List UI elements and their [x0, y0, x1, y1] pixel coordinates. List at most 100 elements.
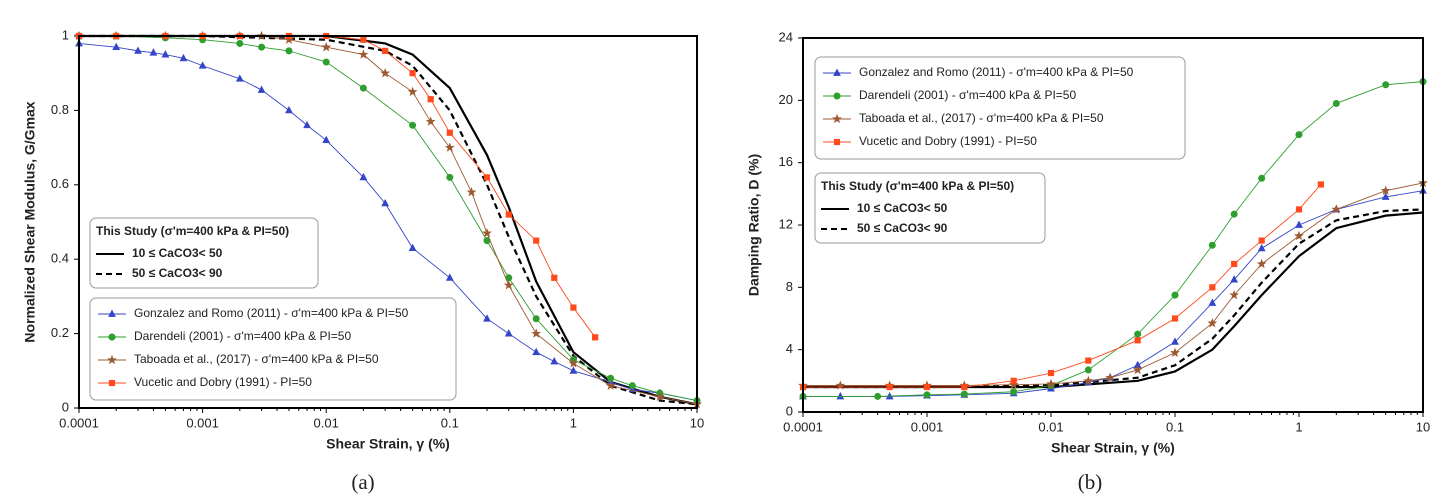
y-tick-label: 0.6 — [51, 176, 69, 191]
x-tick-label: 0.001 — [186, 415, 219, 430]
marker — [483, 314, 491, 322]
marker — [833, 92, 841, 100]
marker — [654, 391, 665, 402]
y-tick-label: 8 — [786, 279, 793, 294]
legend-title: This Study (σ'm=400 kPa & PI=50) — [821, 179, 1014, 193]
marker — [569, 366, 578, 374]
marker — [592, 334, 599, 341]
marker — [1085, 357, 1092, 364]
marker — [445, 273, 454, 281]
x-tick-label: 10 — [690, 415, 704, 430]
marker — [1331, 204, 1342, 214]
marker — [1170, 347, 1180, 357]
marker — [359, 172, 368, 181]
marker — [532, 347, 541, 356]
marker — [1134, 337, 1141, 344]
marker — [321, 42, 332, 52]
marker — [628, 382, 636, 390]
marker — [112, 42, 121, 51]
marker — [874, 392, 882, 400]
legend-label: Taboada et al., (2017) - σ'm=400 kPa & P… — [134, 352, 379, 366]
marker — [832, 113, 842, 124]
marker — [198, 61, 207, 69]
marker — [531, 328, 542, 338]
marker — [258, 43, 266, 51]
x-tick-label: 1 — [570, 415, 577, 430]
marker — [409, 70, 416, 77]
marker — [1382, 81, 1390, 89]
marker — [446, 129, 453, 136]
marker — [179, 53, 188, 62]
marker — [1332, 99, 1340, 107]
marker — [1295, 131, 1303, 139]
y-tick-label: 1 — [62, 27, 69, 42]
y-tick-label: 4 — [786, 341, 793, 356]
marker — [161, 50, 170, 58]
marker — [1208, 298, 1217, 306]
marker — [923, 391, 931, 399]
marker — [1317, 181, 1324, 188]
legend-title: This Study (σ'm=400 kPa & PI=50) — [96, 224, 289, 238]
marker — [570, 304, 577, 311]
x-axis-title: Shear Strain, γ (%) — [1051, 440, 1175, 456]
legend-label: Taboada et al., (2017) - σ'm=400 kPa & P… — [859, 111, 1104, 125]
marker — [505, 211, 512, 218]
y-tick-label: 16 — [779, 154, 793, 169]
marker — [425, 116, 436, 126]
marker — [427, 96, 434, 103]
marker — [550, 357, 559, 365]
marker — [1207, 318, 1218, 328]
marker — [322, 58, 330, 66]
legend-box — [814, 56, 1186, 160]
marker — [1134, 330, 1142, 338]
y-tick-label: 0.4 — [51, 251, 69, 266]
plot-frame — [78, 35, 698, 409]
y-axis-title: Damping Ratio, D (%) — [746, 154, 762, 296]
marker — [1256, 258, 1267, 269]
x-axis-title: Shear Strain, γ (%) — [326, 436, 450, 452]
marker — [1083, 375, 1094, 386]
y-tick-label: 0 — [786, 403, 793, 418]
marker — [1231, 260, 1238, 268]
marker — [1171, 315, 1179, 322]
series-line — [803, 182, 1424, 386]
legend-box — [814, 172, 1046, 244]
y-tick-label: 0.2 — [51, 325, 69, 340]
x-tick-label: 0.01 — [314, 415, 339, 430]
series-line — [803, 184, 1322, 388]
marker — [381, 198, 390, 207]
marker — [408, 243, 417, 251]
marker — [1230, 210, 1238, 218]
marker — [503, 280, 514, 290]
series-line — [803, 208, 1424, 389]
marker — [382, 47, 389, 54]
marker — [303, 120, 311, 129]
marker — [1010, 388, 1018, 396]
marker — [359, 84, 367, 92]
marker — [108, 309, 116, 317]
legend-label: 50 ≤ CaCO3< 90 — [857, 221, 948, 235]
marker — [1258, 174, 1266, 182]
marker — [836, 391, 845, 400]
marker — [236, 39, 244, 47]
marker — [322, 135, 331, 144]
marker — [1171, 291, 1179, 299]
marker — [1046, 378, 1056, 389]
marker — [1258, 237, 1265, 244]
plot-frame — [802, 37, 1424, 413]
series-line — [803, 81, 1424, 397]
marker — [285, 47, 293, 55]
marker — [235, 74, 244, 82]
x-tick-label: 0.0001 — [783, 419, 823, 434]
marker — [960, 390, 968, 398]
legend-box — [89, 217, 319, 289]
series-line — [79, 35, 596, 338]
marker — [444, 142, 455, 152]
legend-label: 10 ≤ CaCO3< 50 — [132, 246, 223, 260]
marker — [1294, 230, 1304, 241]
caption: (a) — [351, 470, 374, 494]
marker — [285, 105, 293, 114]
marker — [483, 174, 491, 181]
x-tick-label: 0.1 — [441, 415, 459, 430]
